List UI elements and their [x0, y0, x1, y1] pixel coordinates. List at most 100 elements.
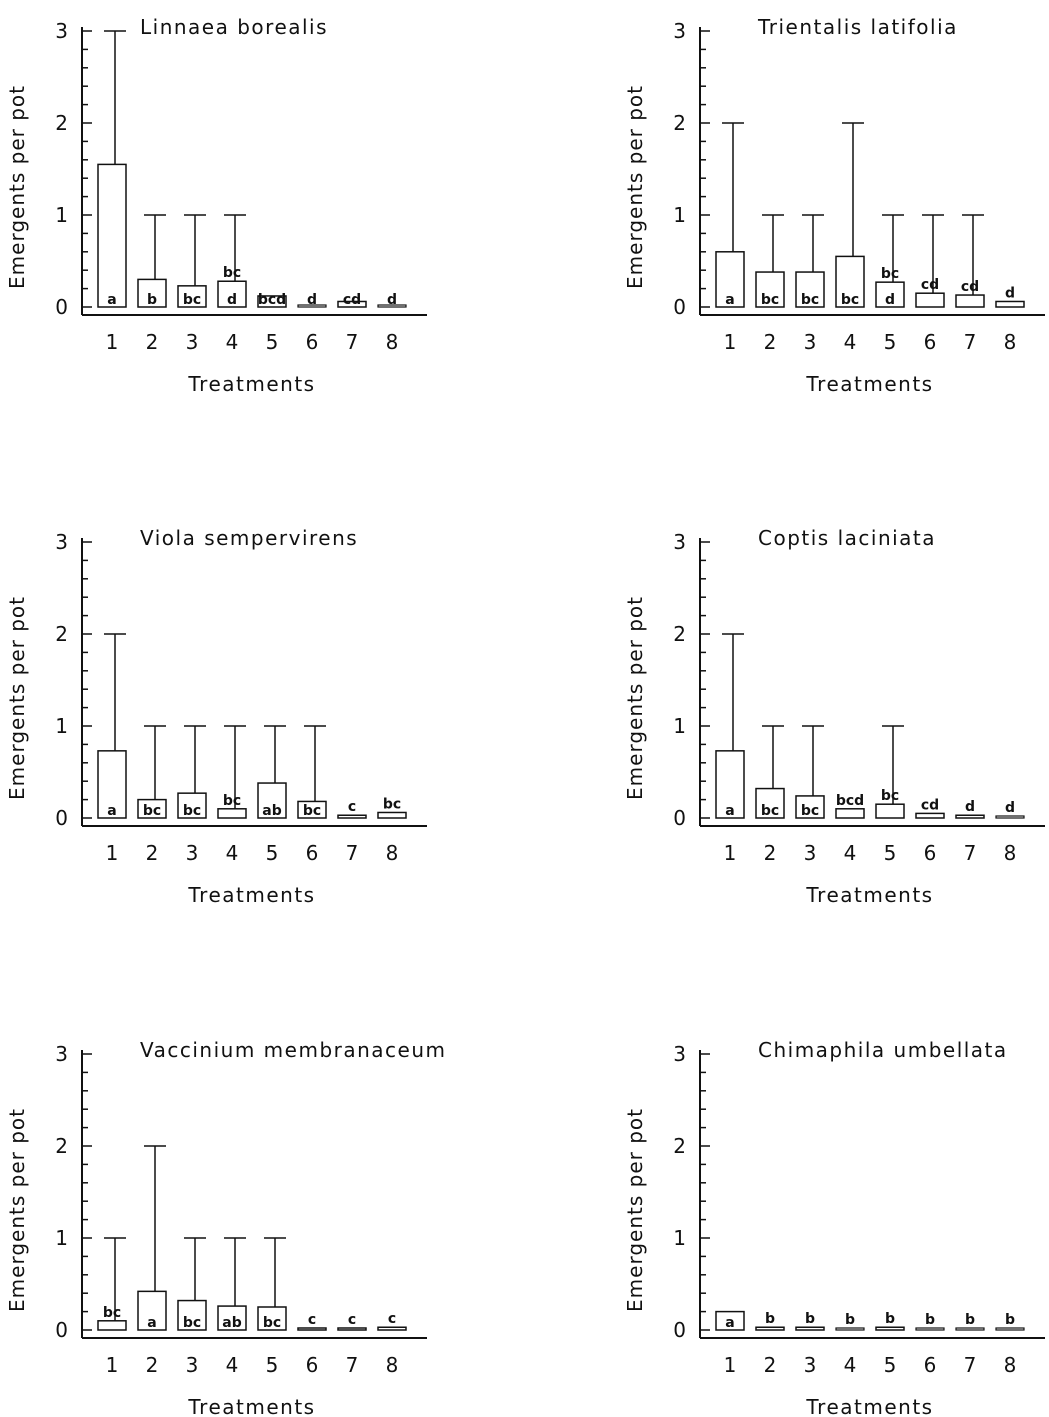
chart-panel-6: 0 1 2 3 Chimaphila umbellata Emergents per po… [623, 1038, 1045, 1417]
bar-mark [257, 295, 287, 308]
bar-mark [715, 251, 745, 308]
bar-mark [795, 271, 825, 308]
bar-mark [377, 811, 407, 819]
significance-letter-above: cd [921, 797, 939, 813]
y-tick-label: 0 [673, 295, 686, 319]
bar-mark [915, 1327, 945, 1331]
significance-letter: bc [761, 803, 779, 819]
y-tick-label: 3 [673, 1042, 686, 1066]
x-axis-label: Treatments [805, 372, 933, 396]
significance-letter-above: c [348, 1312, 356, 1328]
chart-title: Trientalis latifolia [757, 15, 958, 39]
significance-letter: bc [801, 292, 819, 308]
bar-mark [137, 278, 167, 308]
significance-letter: a [725, 803, 734, 819]
x-tick-label: 7 [346, 1353, 359, 1377]
x-tick-label: 3 [804, 1353, 817, 1377]
bar-mark [755, 1326, 785, 1331]
significance-letter-above: b [765, 1311, 775, 1327]
x-tick-label: 8 [1004, 841, 1017, 865]
bar-mark [257, 782, 287, 819]
bar-mark [955, 814, 985, 819]
y-tick-label: 1 [673, 714, 686, 738]
x-tick-label: 7 [964, 330, 977, 354]
x-tick-label: 7 [964, 841, 977, 865]
bar-mark [795, 1326, 825, 1331]
significance-letter: a [147, 1315, 156, 1331]
bar-mark [177, 792, 207, 819]
significance-letter: bc [303, 803, 321, 819]
x-tick-label: 8 [1004, 330, 1017, 354]
x-tick-label: 1 [106, 841, 119, 865]
x-tick-label: 7 [346, 841, 359, 865]
chart-title: Coptis laciniata [758, 526, 936, 550]
chart-title: Viola sempervirens [140, 526, 358, 550]
x-tick-label: 4 [844, 841, 857, 865]
y-axis-label: Emergents per pot [623, 596, 647, 800]
chart-panel-4: 0 1 2 3 Coptis laciniata Emergents per pot Tre… [623, 526, 1045, 907]
y-axis-label: Emergents per pot [5, 596, 29, 800]
x-tick-label: 6 [306, 1353, 319, 1377]
x-tick-label: 8 [386, 841, 399, 865]
y-tick-label: 3 [673, 530, 686, 554]
bar-mark [297, 1327, 327, 1331]
bar-mark [955, 1327, 985, 1331]
bar-mark [337, 814, 367, 819]
x-tick-label: 3 [186, 1353, 199, 1377]
y-tick-label: 1 [55, 203, 68, 227]
x-axis-label: Treatments [187, 883, 315, 907]
x-tick-label: 4 [226, 1353, 239, 1377]
bar-mark [257, 1306, 287, 1331]
bar-mark [97, 1320, 127, 1331]
significance-letter-above: cd [921, 277, 939, 293]
y-axis-label: Emergents per pot [623, 85, 647, 289]
y-tick-label: 1 [55, 714, 68, 738]
bar-mark [377, 304, 407, 308]
x-tick-label: 6 [924, 330, 937, 354]
y-tick-label: 0 [673, 1318, 686, 1342]
chart-title: Vaccinium membranaceum [140, 1038, 447, 1062]
bar-mark [875, 803, 905, 819]
y-tick-label: 2 [673, 622, 686, 646]
significance-letter: d [885, 292, 895, 308]
significance-letter-above: b [845, 1312, 855, 1328]
x-tick-label: 3 [186, 841, 199, 865]
bar-mark [337, 300, 367, 308]
bar-mark [915, 292, 945, 308]
x-tick-label: 4 [226, 841, 239, 865]
significance-letter: d [307, 292, 317, 308]
y-tick-label: 0 [673, 806, 686, 830]
significance-letter: bc [263, 1315, 281, 1331]
bar-mark [177, 1299, 207, 1331]
significance-letter: bcd [258, 292, 286, 308]
significance-letter: cd [343, 292, 361, 308]
bar-mark [995, 815, 1025, 819]
significance-letter-above: c [388, 1311, 396, 1327]
chart-title: Chimaphila umbellata [758, 1038, 1008, 1062]
bar-mark [715, 1310, 745, 1331]
x-tick-label: 5 [266, 841, 279, 865]
bar-mark [97, 750, 127, 819]
y-tick-label: 2 [55, 1134, 68, 1158]
x-tick-label: 4 [844, 1353, 857, 1377]
significance-letter-above: bc [383, 796, 401, 812]
chart-panel-5: 0 1 2 3 Vaccinium membranaceum Emergents per … [5, 1038, 447, 1417]
bar-mark [217, 1305, 247, 1331]
significance-letter-above: b [965, 1312, 975, 1328]
x-tick-label: 2 [764, 841, 777, 865]
significance-letter-above: d [1005, 285, 1015, 301]
significance-letter: a [107, 803, 116, 819]
y-tick-label: 2 [55, 111, 68, 135]
bar-mark [795, 795, 825, 819]
significance-letter-above: c [308, 1312, 316, 1328]
x-tick-label: 3 [186, 330, 199, 354]
bar-mark [217, 808, 247, 819]
x-tick-label: 8 [386, 1353, 399, 1377]
significance-letter: ab [222, 1315, 241, 1331]
significance-letter: bc [183, 1315, 201, 1331]
bar-mark [97, 163, 127, 308]
bar-mark [217, 280, 247, 308]
y-tick-label: 1 [673, 203, 686, 227]
significance-letter-above: bc [881, 788, 899, 804]
